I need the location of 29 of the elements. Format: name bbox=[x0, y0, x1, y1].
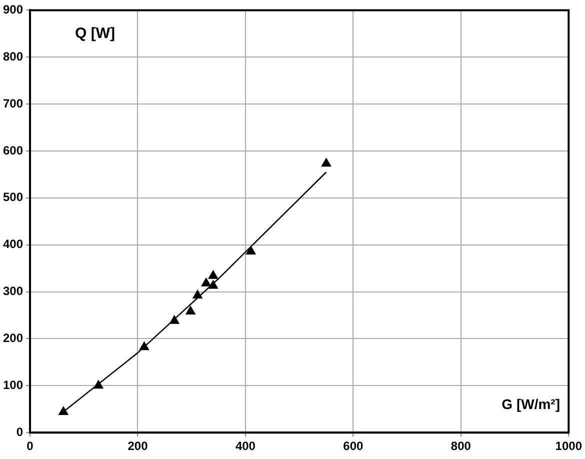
point bbox=[170, 315, 180, 324]
x-tick-label: 600 bbox=[343, 439, 364, 454]
x-tick-label: 400 bbox=[235, 439, 256, 454]
x-tick-label: 800 bbox=[450, 439, 472, 454]
y-tick-label: 200 bbox=[2, 331, 24, 346]
y-tick-label: 400 bbox=[2, 237, 24, 252]
y-tick-label: 700 bbox=[2, 96, 24, 110]
point bbox=[192, 290, 202, 299]
y-tick-label: 900 bbox=[2, 2, 24, 17]
point bbox=[94, 380, 104, 389]
y-tick-label: 800 bbox=[2, 49, 24, 64]
point bbox=[58, 406, 68, 415]
y-tick-label: 300 bbox=[2, 284, 24, 298]
point bbox=[208, 270, 218, 279]
y-tick-label: 500 bbox=[2, 190, 24, 204]
y-tick-label: 0 bbox=[16, 424, 24, 439]
point bbox=[321, 158, 332, 167]
point bbox=[208, 280, 218, 289]
y-tick-label: 100 bbox=[2, 378, 24, 392]
y-tick-label: 600 bbox=[2, 143, 24, 158]
point bbox=[139, 342, 150, 350]
x-axis-title: G [W/m²] bbox=[498, 395, 563, 413]
x-tick-label: 1000 bbox=[555, 439, 582, 454]
x-tick-label: 200 bbox=[128, 439, 148, 454]
point bbox=[246, 246, 256, 254]
point bbox=[201, 278, 211, 286]
y-axis-title: Q [W] bbox=[72, 24, 118, 43]
point bbox=[186, 306, 196, 315]
x-tick-label: 0 bbox=[26, 439, 34, 454]
